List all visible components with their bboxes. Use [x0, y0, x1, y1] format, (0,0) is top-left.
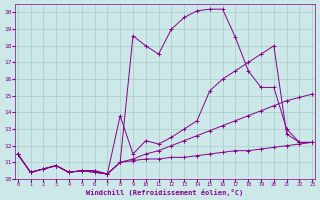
- X-axis label: Windchill (Refroidissement éolien,°C): Windchill (Refroidissement éolien,°C): [86, 189, 244, 196]
